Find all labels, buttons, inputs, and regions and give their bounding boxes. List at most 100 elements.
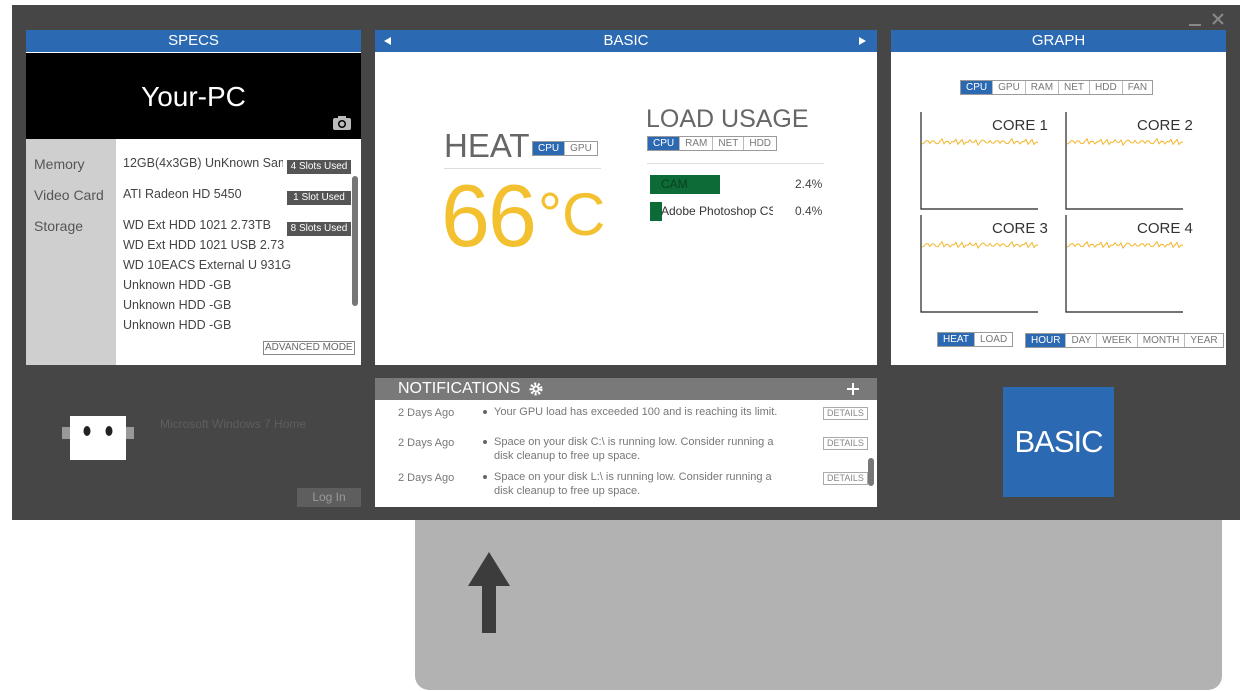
storage-item: WD 10EACS External U 931G: [123, 258, 292, 272]
spec-value: WD Ext HDD 1021 2.73TB: [123, 218, 271, 232]
process-name: Adobe Photoshop CS: [661, 204, 773, 218]
core-graph: [1065, 112, 1184, 210]
up-arrow: [468, 552, 510, 633]
notification-text: Space on your disk C:\ is running low. C…: [494, 436, 774, 462]
tab[interactable]: HOUR: [1026, 334, 1067, 347]
temperature-unit: °C: [538, 181, 606, 248]
tab-group: CPU GPU RAM NET HDD FAN: [960, 80, 1154, 95]
load-usage-title: LOAD USAGE: [646, 105, 809, 133]
tab[interactable]: RAM: [680, 137, 714, 150]
process-load: 2.4%: [795, 177, 823, 191]
tab-group: HEAT LOAD: [937, 332, 1014, 347]
settings-icon[interactable]: [528, 381, 544, 397]
tab[interactable]: RAM: [1026, 81, 1060, 94]
tab[interactable]: CPU: [533, 142, 566, 155]
window-controls: [1189, 13, 1224, 26]
storage-item: WD Ext HDD 1021 USB 2.73: [123, 238, 285, 252]
divider: [647, 163, 824, 164]
spec-badge: 4 Slots Used: [287, 160, 351, 174]
temperature: 66: [441, 166, 537, 265]
robot-avatar: [62, 416, 134, 460]
spec-badge: 8 Slots Used: [287, 222, 351, 236]
tab[interactable]: HEAT: [938, 333, 975, 346]
core-label: CORE 2: [1137, 117, 1193, 134]
spec-value: 12GB(4x3GB) UnKnown Samsu: [123, 156, 283, 170]
storage-item: Unknown HDD -GB: [123, 298, 232, 312]
window: SPECS Your-PC Memory 12GB(4x3GB) UnKnown …: [12, 5, 1240, 520]
tab[interactable]: LOAD: [979, 334, 1008, 345]
storage-item: Unknown HDD -GB: [123, 278, 232, 292]
bullet: [483, 410, 487, 414]
basic-panel: BASIC HEAT CPU GPU 66 °C LOAD USAGE CPU RA…: [375, 30, 877, 365]
spec-label: Video Card: [34, 187, 104, 203]
storage-item: Unknown HDD -GB: [123, 318, 232, 332]
notification-text: Your GPU load has exceeded 100 and is re…: [494, 406, 778, 418]
tab[interactable]: HDD: [749, 138, 772, 149]
prev-arrow[interactable]: [383, 36, 393, 46]
graph-panel: GRAPH CPU GPU RAM NET HDD FAN CORE 1 CORE 2 COR…: [891, 30, 1226, 365]
notifications-header: NOTIFICATIONS: [375, 378, 877, 400]
notifications-title: NOTIFICATIONS: [398, 380, 521, 397]
next-arrow[interactable]: [857, 36, 867, 46]
core-graph: [1065, 215, 1184, 313]
pc-banner: Your-PC: [26, 53, 361, 139]
specs-title: SPECS: [26, 30, 361, 52]
load-bar: [650, 202, 662, 221]
tab[interactable]: HDD: [1090, 81, 1123, 94]
tab-group: HOUR DAY WEEK MONTH YEAR: [1025, 333, 1224, 348]
load-bar: [650, 175, 720, 194]
core-graph: [920, 112, 1039, 210]
process-load: 0.4%: [795, 204, 823, 218]
basic-title: BASIC: [375, 30, 877, 52]
add-icon[interactable]: [846, 382, 860, 396]
spec-value: ATI Radeon HD 5450: [123, 187, 242, 201]
drawer: [415, 505, 1222, 690]
mode-button[interactable]: BASIC: [1003, 387, 1114, 497]
specs-panel: SPECS Your-PC Memory 12GB(4x3GB) UnKnown …: [26, 30, 361, 365]
details-button[interactable]: DETAILS: [823, 407, 868, 420]
graph-title: GRAPH: [891, 30, 1226, 52]
tab[interactable]: CPU: [648, 137, 681, 150]
label-column: [26, 139, 116, 365]
tab[interactable]: NET: [713, 137, 745, 150]
notification-text: Space on your disk L:\ is running low. C…: [494, 471, 772, 497]
tab[interactable]: YEAR: [1190, 335, 1218, 346]
tab[interactable]: GPU: [570, 143, 592, 154]
heat-title: HEAT: [444, 127, 530, 164]
notifications-panel: NOTIFICATIONS 2 Days Ago Your GPU load ha…: [375, 378, 877, 507]
camera-icon[interactable]: [332, 115, 352, 131]
tab-group: CPU RAM NET HDD: [647, 136, 778, 151]
core-graph: [920, 215, 1039, 313]
advanced-mode-button[interactable]: ADVANCED MODE: [263, 341, 355, 355]
bullet: [483, 475, 487, 479]
scrollbar[interactable]: [868, 458, 874, 486]
tab-group: CPU GPU: [532, 141, 598, 156]
tab[interactable]: FAN: [1127, 82, 1148, 93]
details-button[interactable]: DETAILS: [823, 472, 868, 485]
login-button[interactable]: Log In: [297, 488, 361, 507]
tab[interactable]: MONTH: [1138, 334, 1186, 347]
notification-time: 2 Days Ago: [398, 472, 455, 484]
os-name: Microsoft Windows 7 Home: [160, 417, 307, 431]
tab[interactable]: GPU: [993, 81, 1026, 94]
notification-time: 2 Days Ago: [398, 437, 455, 449]
core-label: CORE 3: [992, 220, 1048, 237]
spec-label: Memory: [34, 156, 85, 172]
tab[interactable]: NET: [1059, 81, 1091, 94]
scrollbar[interactable]: [352, 176, 358, 306]
tab[interactable]: CPU: [961, 81, 994, 94]
spec-label: Storage: [34, 218, 84, 234]
tab[interactable]: WEEK: [1097, 334, 1138, 347]
core-label: CORE 4: [1137, 220, 1193, 237]
core-label: CORE 1: [992, 117, 1048, 134]
tab[interactable]: DAY: [1066, 334, 1098, 347]
notification-time: 2 Days Ago: [398, 407, 455, 419]
divider: [444, 168, 601, 169]
bullet: [483, 440, 487, 444]
details-button[interactable]: DETAILS: [823, 437, 868, 450]
pc-name: Your-PC: [141, 81, 246, 112]
process-name: CAM: [661, 177, 688, 191]
close[interactable]: [1212, 13, 1224, 25]
spec-badge: 1 Slot Used: [287, 191, 351, 205]
